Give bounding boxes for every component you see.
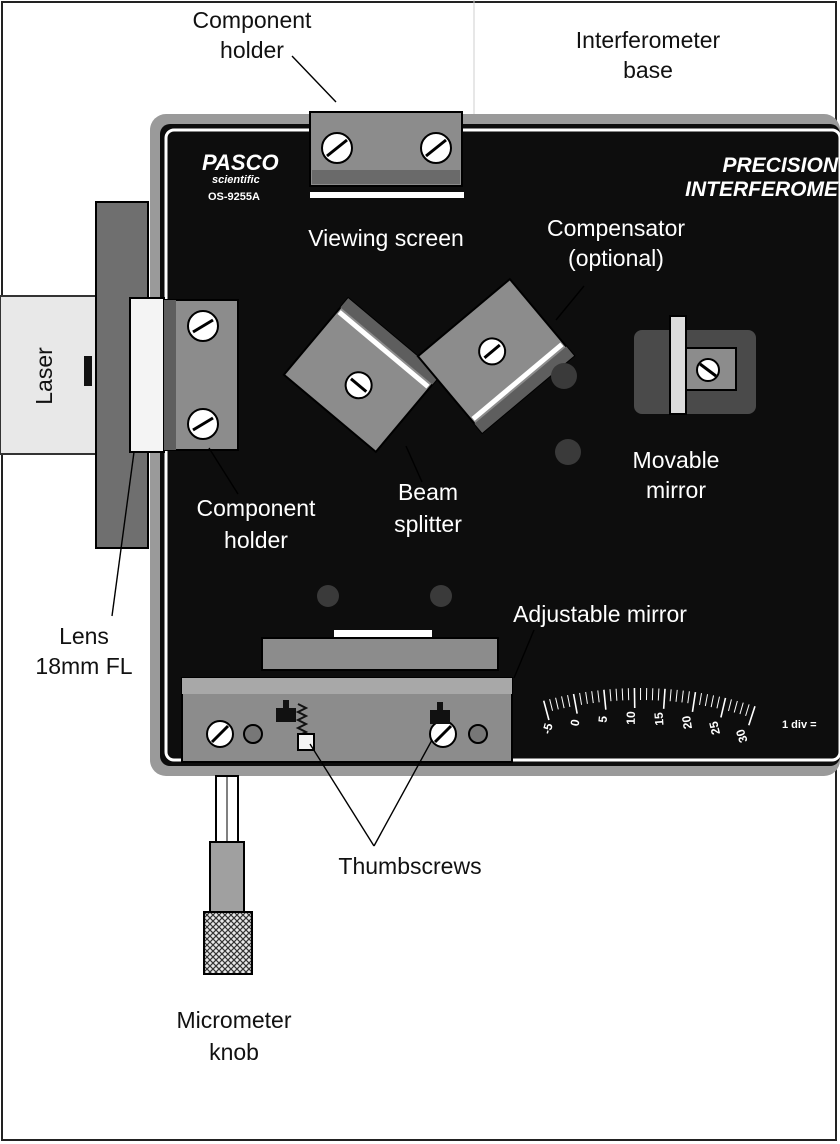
- scale-tick-label: 10: [624, 711, 638, 725]
- label-compensator-2: (optional): [568, 245, 664, 271]
- scale-tick: [699, 693, 702, 706]
- scale-tick: [561, 696, 565, 709]
- label-lens-1: Lens: [59, 623, 109, 649]
- micrometer-knob: [203, 911, 253, 975]
- scale-tick: [728, 699, 732, 712]
- label-component-holder-left-1: Component: [197, 495, 317, 521]
- scale-tick: [745, 704, 750, 716]
- label-movable-mirror-1: Movable: [633, 447, 720, 473]
- scale-tick: [542, 700, 550, 721]
- scale-tick: [681, 690, 684, 703]
- scale-tick: [662, 688, 666, 709]
- leader-lines: [111, 55, 585, 847]
- scale-tick-label: 25: [706, 720, 723, 737]
- scale-tick: [615, 688, 618, 701]
- viewing-screen: [310, 192, 464, 198]
- label-thumbscrews: Thumbscrews: [338, 853, 481, 879]
- scale-tick: [567, 695, 571, 707]
- label-beam-splitter-1: Beam: [398, 479, 458, 505]
- label-component-holder-left-2: holder: [224, 527, 288, 553]
- label-interferometer-base-1: Interferometer: [576, 27, 721, 53]
- scale-tick-label: 0: [568, 718, 583, 727]
- label-laser: Laser: [31, 347, 57, 405]
- scale-tick: [555, 697, 559, 710]
- label-component-holder-top-2: holder: [220, 37, 284, 63]
- scale-tick: [591, 691, 594, 704]
- scale-tick: [720, 697, 727, 718]
- adjustable-mirror-base: [181, 677, 513, 763]
- scale-tick-label: 5: [596, 715, 611, 723]
- scale-tick: [549, 699, 554, 711]
- compensator: [416, 277, 576, 435]
- label-micrometer-knob-1: Micrometer: [176, 1007, 291, 1033]
- scale-tick: [733, 700, 738, 713]
- scale-tick-label: 30: [733, 727, 751, 744]
- device-title-line1: PRECISION: [722, 154, 838, 177]
- label-viewing-screen: Viewing screen: [308, 225, 464, 251]
- label-movable-mirror-2: mirror: [646, 477, 706, 503]
- micrometer: [203, 775, 253, 975]
- movable-mirror: [634, 315, 756, 415]
- scale-tick: [609, 689, 612, 702]
- adjustable-mirror: [261, 630, 499, 671]
- scale-tick: [621, 688, 624, 701]
- scale-tick: [687, 691, 690, 704]
- lens: [129, 297, 165, 453]
- model-number: OS-9255A: [208, 191, 260, 203]
- scale-tick-label: 20: [679, 714, 695, 730]
- mounting-holes: [317, 363, 581, 607]
- scale-tick: [691, 692, 697, 713]
- scale-tick: [675, 689, 678, 702]
- scale-tick: [716, 696, 721, 709]
- scale-tick: [704, 694, 709, 707]
- brand-sub: scientific: [212, 174, 260, 186]
- scale-tick: [710, 695, 715, 708]
- label-lens-2: 18mm FL: [35, 653, 132, 679]
- division-note: 1 div =: [782, 719, 817, 731]
- scale-tick: [657, 688, 660, 701]
- scale-tick: [669, 689, 672, 702]
- scale-tick: [597, 690, 600, 703]
- scale-tick: [739, 702, 744, 715]
- label-adjustable-mirror: Adjustable mirror: [513, 601, 687, 627]
- left-component-holder: [163, 299, 239, 451]
- scale-tick: [585, 691, 588, 704]
- label-interferometer-base-2: base: [623, 57, 673, 83]
- scale-tick: [748, 705, 756, 726]
- scale-tick-label: -5: [539, 721, 555, 735]
- scale-tick: [603, 689, 607, 710]
- label-compensator-1: Compensator: [547, 215, 685, 241]
- brand-logo: PASCO: [202, 150, 279, 175]
- label-component-holder-top-1: Component: [193, 7, 313, 33]
- label-beam-splitter-2: splitter: [394, 511, 462, 537]
- scale-tick: [579, 692, 583, 705]
- scale-tick-label: 15: [652, 712, 667, 727]
- micrometer-scale: -5 0 5 10 15 20 25 30: [539, 687, 756, 744]
- label-micrometer-knob-2: knob: [209, 1039, 259, 1065]
- top-component-holder: [309, 111, 463, 187]
- beam-splitter: [282, 296, 442, 454]
- device-title-line2: INTERFEROME: [685, 178, 839, 201]
- scale-tick: [572, 693, 578, 714]
